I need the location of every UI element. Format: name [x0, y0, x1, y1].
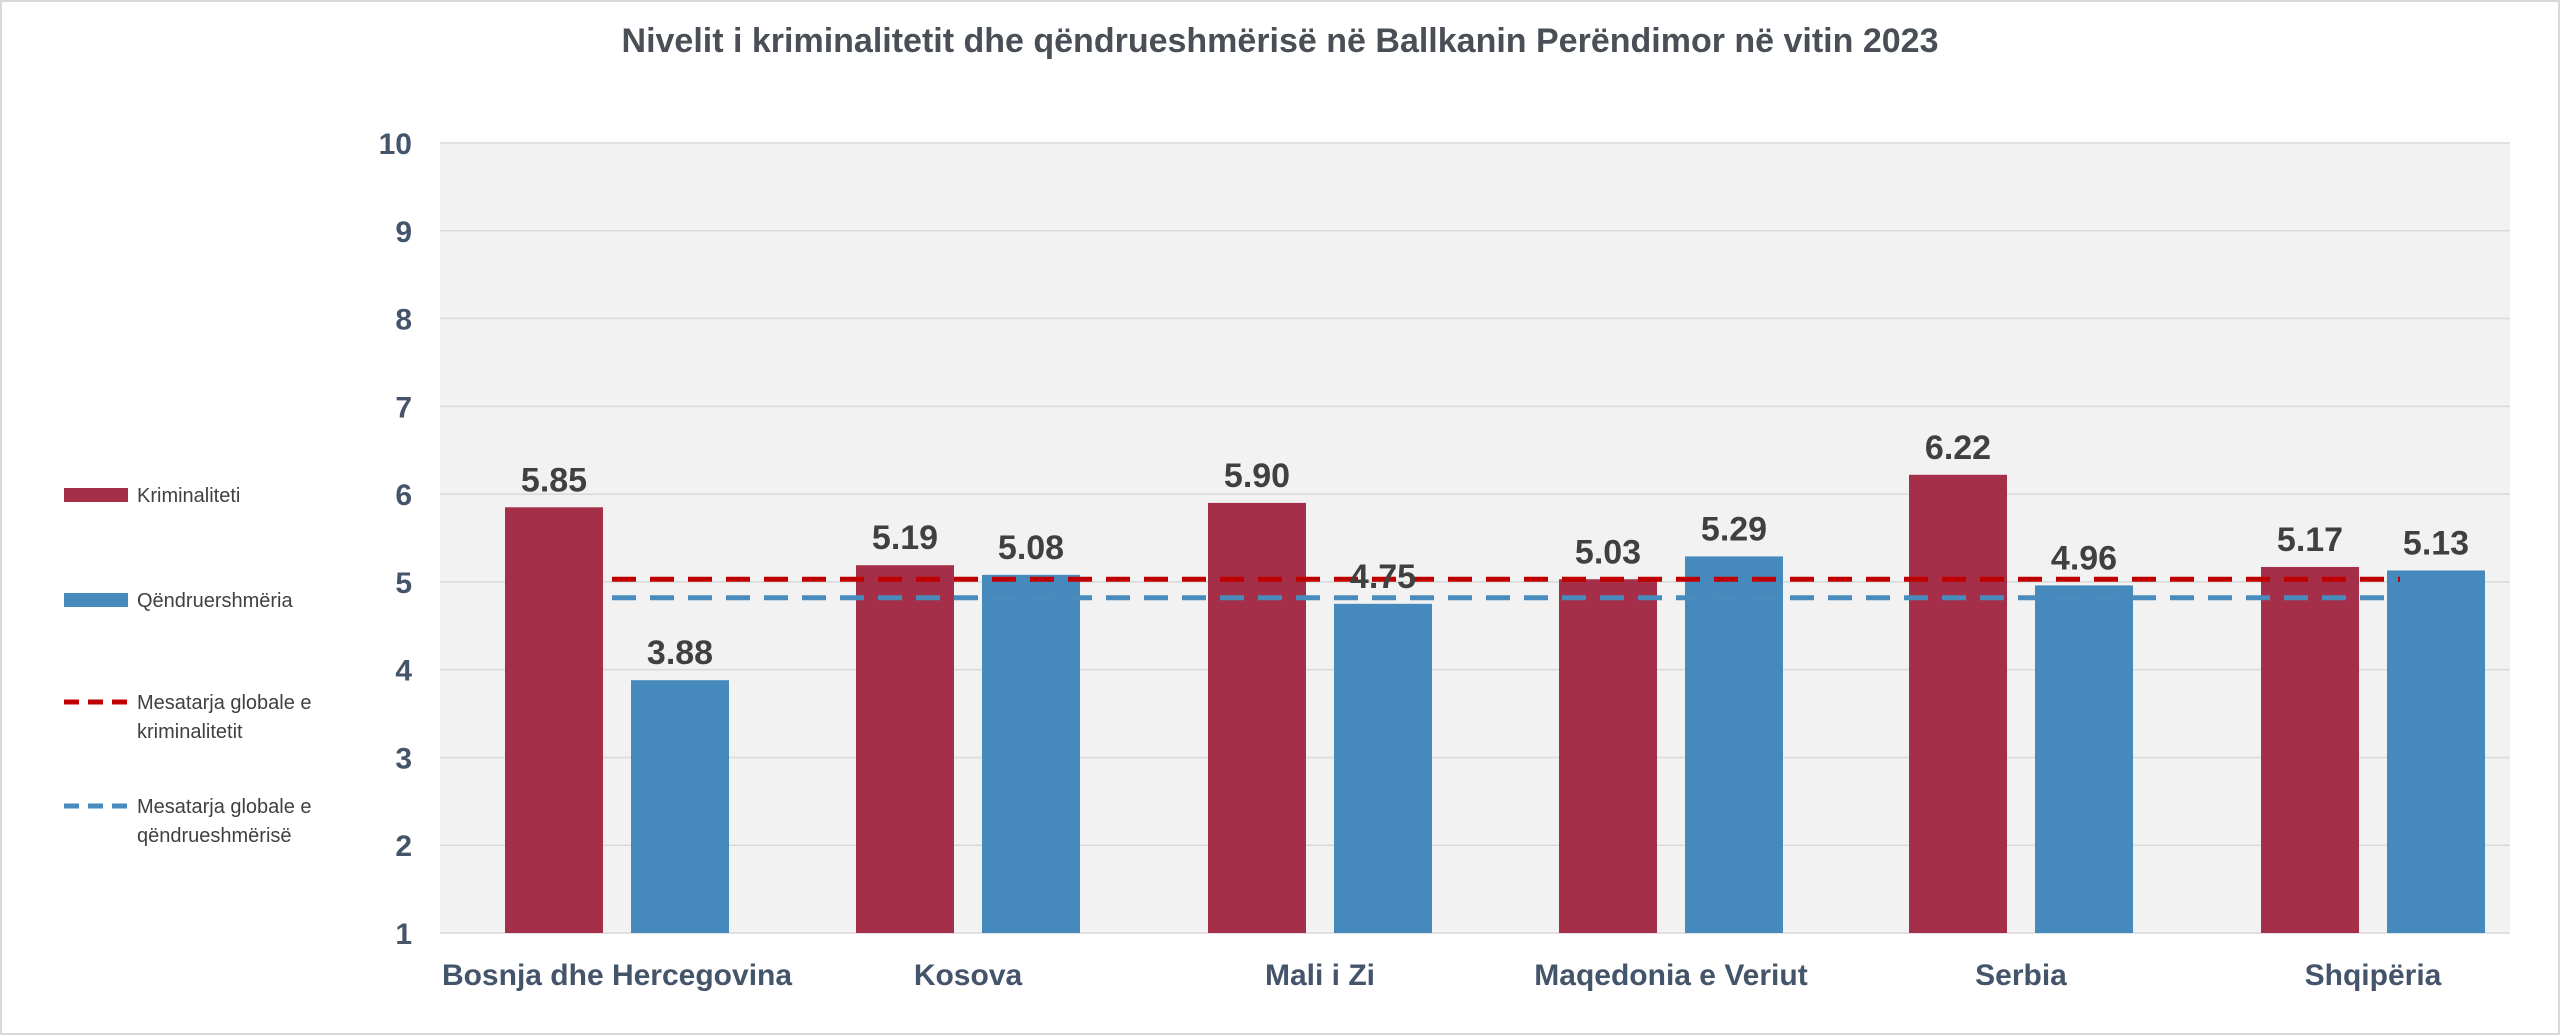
- y-tick-label: 10: [379, 128, 412, 161]
- plot-background: [440, 143, 2510, 933]
- x-tick-label: Maqedonia e Veriut: [1534, 959, 1807, 992]
- bar-qendrueshmeria: [2035, 585, 2133, 933]
- bar-kriminaliteti: [2261, 566, 2359, 933]
- bar-kriminaliteti: [1208, 502, 1306, 933]
- data-label: 5.85: [521, 461, 587, 499]
- data-label: 3.88: [647, 634, 713, 672]
- y-tick-label: 1: [395, 918, 412, 951]
- data-label: 5.13: [2403, 524, 2469, 562]
- data-label: 6.22: [1925, 429, 1991, 467]
- legend-label: Kriminaliteti: [137, 485, 240, 507]
- bar-kriminaliteti: [856, 565, 954, 933]
- y-tick-label: 5: [395, 567, 412, 600]
- data-label: 4.75: [1350, 558, 1416, 596]
- bar-kriminaliteti: [1559, 579, 1657, 933]
- data-label: 5.90: [1224, 457, 1290, 495]
- y-tick-label: 4: [395, 655, 412, 688]
- data-label: 5.08: [998, 529, 1064, 567]
- y-tick-label: 9: [395, 216, 412, 249]
- bar-qendrueshmeria: [2387, 570, 2485, 933]
- data-label: 5.19: [872, 519, 938, 557]
- legend: Kriminaliteti Qëndruershmëria Mesatarja gl…: [64, 485, 312, 847]
- y-tick-label: 2: [395, 830, 412, 863]
- y-tick-label: 6: [395, 479, 412, 512]
- x-tick-label: Mali i Zi: [1265, 959, 1375, 992]
- bar-qendrueshmeria: [1334, 603, 1432, 933]
- x-tick-label: Serbia: [1975, 959, 2067, 992]
- data-label: 5.29: [1701, 510, 1767, 548]
- chart-title: Nivelit i kriminalitetit dhe qëndrueshmë…: [622, 22, 1939, 60]
- data-label: 5.17: [2277, 521, 2343, 559]
- y-tick-label: 3: [395, 742, 412, 775]
- bar-qendrueshmeria: [631, 680, 729, 933]
- legend-swatch-kriminaliteti: [64, 488, 128, 502]
- data-label: 4.96: [2051, 539, 2117, 577]
- legend-label: Mesatarja globale e: [137, 692, 312, 714]
- legend-swatch-qendrueshmeria: [64, 593, 128, 607]
- bar-qendrueshmeria: [1685, 556, 1783, 933]
- legend-label: Qëndruershmëria: [137, 590, 294, 612]
- data-label: 5.03: [1575, 533, 1641, 571]
- y-tick-label: 8: [395, 304, 412, 337]
- bar-kriminaliteti: [1909, 474, 2007, 933]
- plot-area: 1 2 3 4 5 6 7 8 9 10 Bosnja dhe Hercegovina Kosova M…: [379, 128, 2510, 992]
- bar-kriminaliteti: [505, 507, 603, 933]
- x-tick-label: Kosova: [914, 959, 1023, 992]
- y-tick-label: 7: [395, 391, 412, 424]
- legend-label: kriminalitetit: [137, 721, 243, 743]
- x-tick-label: Bosnja dhe Hercegovina: [442, 959, 792, 992]
- bar-qendrueshmeria: [982, 574, 1080, 933]
- x-tick-label: Shqipëria: [2305, 959, 2442, 992]
- legend-label: Mesatarja globale e: [137, 796, 312, 818]
- legend-label: qëndrueshmërisë: [137, 825, 292, 847]
